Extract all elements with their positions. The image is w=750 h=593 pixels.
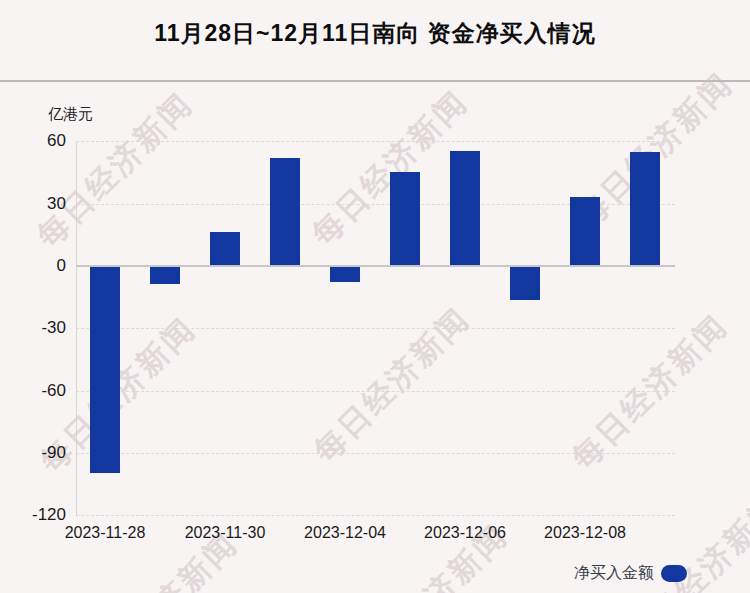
- y-tick-label: 30: [6, 194, 66, 214]
- y-axis-unit-label: 亿港元: [48, 105, 93, 124]
- bar-7[interactable]: [510, 266, 540, 300]
- title-separator: [0, 80, 750, 82]
- zero-axis-line: [76, 265, 675, 267]
- x-tick-label: 2023-11-28: [45, 523, 165, 543]
- gridline--30: [76, 328, 675, 329]
- watermark-text: 每日经济新闻: [305, 298, 479, 472]
- legend-label: 净买入金额: [574, 563, 654, 584]
- x-tick-label: 2023-12-04: [285, 523, 405, 543]
- legend-marker-ellipse: [661, 565, 687, 582]
- x-tick-label: 2023-11-30: [165, 523, 285, 543]
- y-tick-label: -60: [6, 381, 66, 401]
- gridline--60: [76, 391, 675, 392]
- y-tick-label: 60: [6, 131, 66, 151]
- y-tick-label: 0: [6, 256, 66, 276]
- y-tick-label: -120: [6, 505, 66, 525]
- bar-6[interactable]: [450, 151, 480, 266]
- y-tick-label: -30: [6, 318, 66, 338]
- bar-9[interactable]: [630, 152, 660, 266]
- bar-5[interactable]: [390, 172, 420, 266]
- bar-3[interactable]: [270, 158, 300, 266]
- bar-8[interactable]: [570, 197, 600, 266]
- x-tick-label: 2023-12-06: [405, 523, 525, 543]
- bar-0[interactable]: [90, 266, 120, 473]
- y-axis-line: [76, 141, 77, 515]
- x-tick-label: 2023-12-08: [525, 523, 645, 543]
- bar-2[interactable]: [210, 232, 240, 266]
- legend-item-net-buy[interactable]: 净买入金额: [574, 563, 687, 584]
- gridline--120: [76, 515, 675, 516]
- bar-1[interactable]: [150, 266, 180, 284]
- bar-4[interactable]: [330, 266, 360, 282]
- gridline-60: [76, 141, 675, 142]
- gridline--90: [76, 453, 675, 454]
- chart-title: 11月28日~12月11日南向 资金净买入情况: [0, 18, 750, 49]
- y-tick-label: -90: [6, 443, 66, 463]
